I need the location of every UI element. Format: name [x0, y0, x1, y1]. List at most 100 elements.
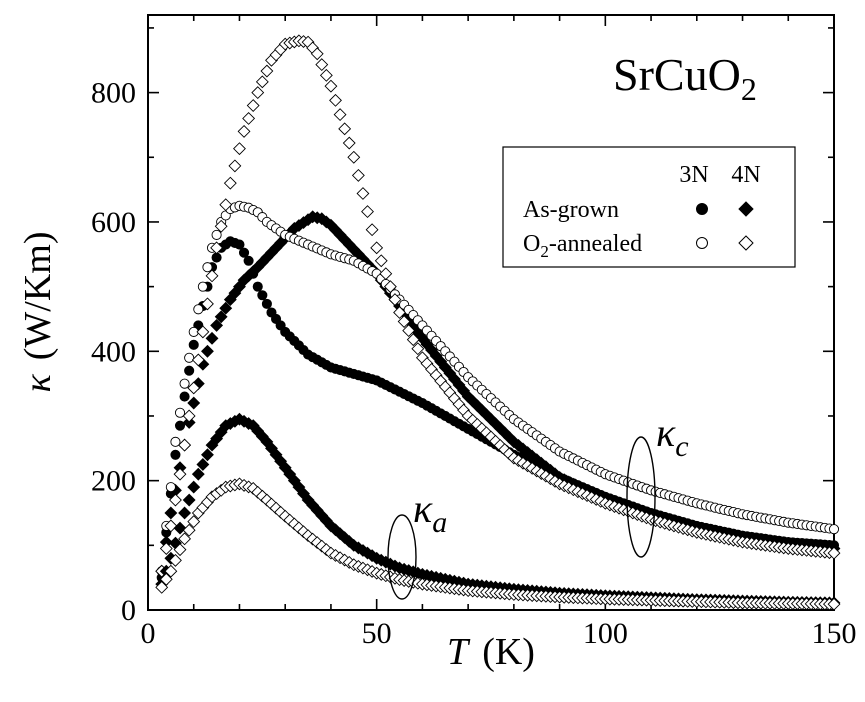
kappa-a-ellipse: [387, 514, 417, 600]
data-point: [219, 198, 233, 212]
data-point: [237, 124, 251, 138]
data-point: [179, 391, 190, 402]
axis-ticks: 0 50 100 150 0 200 400 600 800: [91, 15, 857, 650]
data-point: [252, 281, 263, 292]
data-point: [406, 333, 420, 347]
y-tick-label: 200: [91, 465, 136, 498]
data-point: [178, 506, 192, 520]
data-point: [242, 112, 256, 125]
data-point: [370, 241, 384, 255]
legend-label-o2-annealed: O2-annealed: [523, 231, 642, 261]
x-axis-symbol: T: [447, 631, 471, 673]
data-point: [333, 527, 347, 541]
data-point: [165, 482, 176, 493]
data-point: [179, 378, 190, 389]
data-point: [188, 339, 199, 350]
data-point: [174, 420, 186, 431]
data-point: [205, 269, 219, 283]
legend-marker-o2-annealed-4n: [738, 235, 754, 251]
data-point: [184, 352, 195, 363]
data-point: [383, 280, 397, 294]
data-point: [202, 262, 213, 273]
data-point: [173, 521, 187, 535]
x-tick-label: 50: [362, 617, 392, 650]
data-point: [342, 136, 356, 150]
data-point: [228, 159, 242, 173]
x-tick-label: 150: [812, 617, 857, 650]
data-point: [828, 524, 840, 535]
legend: 3N 4N As-grown O2-annealed: [502, 146, 796, 268]
data-point: [315, 58, 329, 72]
data-point: [197, 281, 208, 292]
data-point: [223, 176, 237, 190]
data-point: [169, 493, 182, 507]
data-point: [182, 416, 196, 429]
x-tick-label: 100: [583, 617, 628, 650]
data-point: [411, 342, 425, 356]
data-point: [174, 407, 186, 418]
data-point: [211, 229, 222, 240]
data-point: [164, 519, 178, 533]
y-axis-title: κ (W/Km): [17, 232, 59, 393]
chart-title: SrCuO2: [613, 49, 757, 107]
data-point: [169, 553, 182, 567]
kappa-a-label: κa: [413, 486, 447, 539]
data-point: [827, 597, 841, 611]
data-point: [356, 187, 370, 200]
data-point: [251, 86, 265, 100]
y-axis-unit: (W/Km): [17, 232, 59, 361]
data-point: [201, 297, 214, 311]
data-point: [338, 122, 352, 136]
data-point: [196, 325, 210, 339]
data-point: [261, 298, 272, 309]
data-point: [187, 515, 201, 529]
x-axis-unit: (K): [482, 631, 535, 673]
data-point: [827, 546, 841, 560]
data-point: [255, 75, 269, 89]
data-point: [159, 572, 173, 586]
series-5: [155, 477, 841, 611]
data-point: [365, 223, 379, 237]
data-point: [297, 525, 310, 539]
legend-label-as-grown: As-grown: [523, 197, 619, 223]
kappa-c-label: κc: [656, 410, 689, 463]
data-point: [243, 255, 254, 266]
data-point: [388, 293, 402, 307]
data-point: [184, 365, 195, 376]
y-tick-label: 800: [91, 77, 136, 110]
data-point: [210, 241, 224, 255]
data-point: [214, 219, 228, 233]
data-point: [187, 480, 201, 494]
data-point: [191, 467, 205, 481]
data-point: [210, 318, 224, 332]
data-point: [219, 301, 233, 315]
data-point: [379, 267, 393, 281]
data-point: [234, 239, 245, 250]
y-axis-symbol: κ: [17, 373, 59, 392]
data-point: [193, 304, 204, 315]
data-point: [164, 506, 178, 520]
kappa-c-ellipse: [626, 436, 656, 558]
legend-marker-as-grown-3n: [696, 203, 708, 215]
x-axis-title: T (K): [447, 631, 535, 673]
data-point: [246, 99, 260, 112]
series-3: [155, 34, 841, 578]
data-point: [155, 580, 169, 594]
plot-frame: [147, 14, 835, 611]
data-point: [402, 324, 416, 338]
series-2: [156, 200, 840, 577]
data-point: [287, 517, 301, 531]
data-point: [393, 306, 406, 319]
legend-header-4n: 4N: [731, 162, 760, 188]
data-point: [196, 458, 210, 471]
data-point: [187, 381, 201, 395]
data-point: [182, 493, 196, 507]
data-point: [397, 315, 411, 328]
data-point: [257, 290, 268, 301]
legend-marker-o2-annealed-3n: [696, 237, 708, 249]
data-point: [187, 396, 201, 410]
data-point: [233, 142, 246, 156]
data-point: [173, 467, 187, 481]
series-layer: [155, 34, 841, 611]
data-point: [164, 564, 178, 578]
